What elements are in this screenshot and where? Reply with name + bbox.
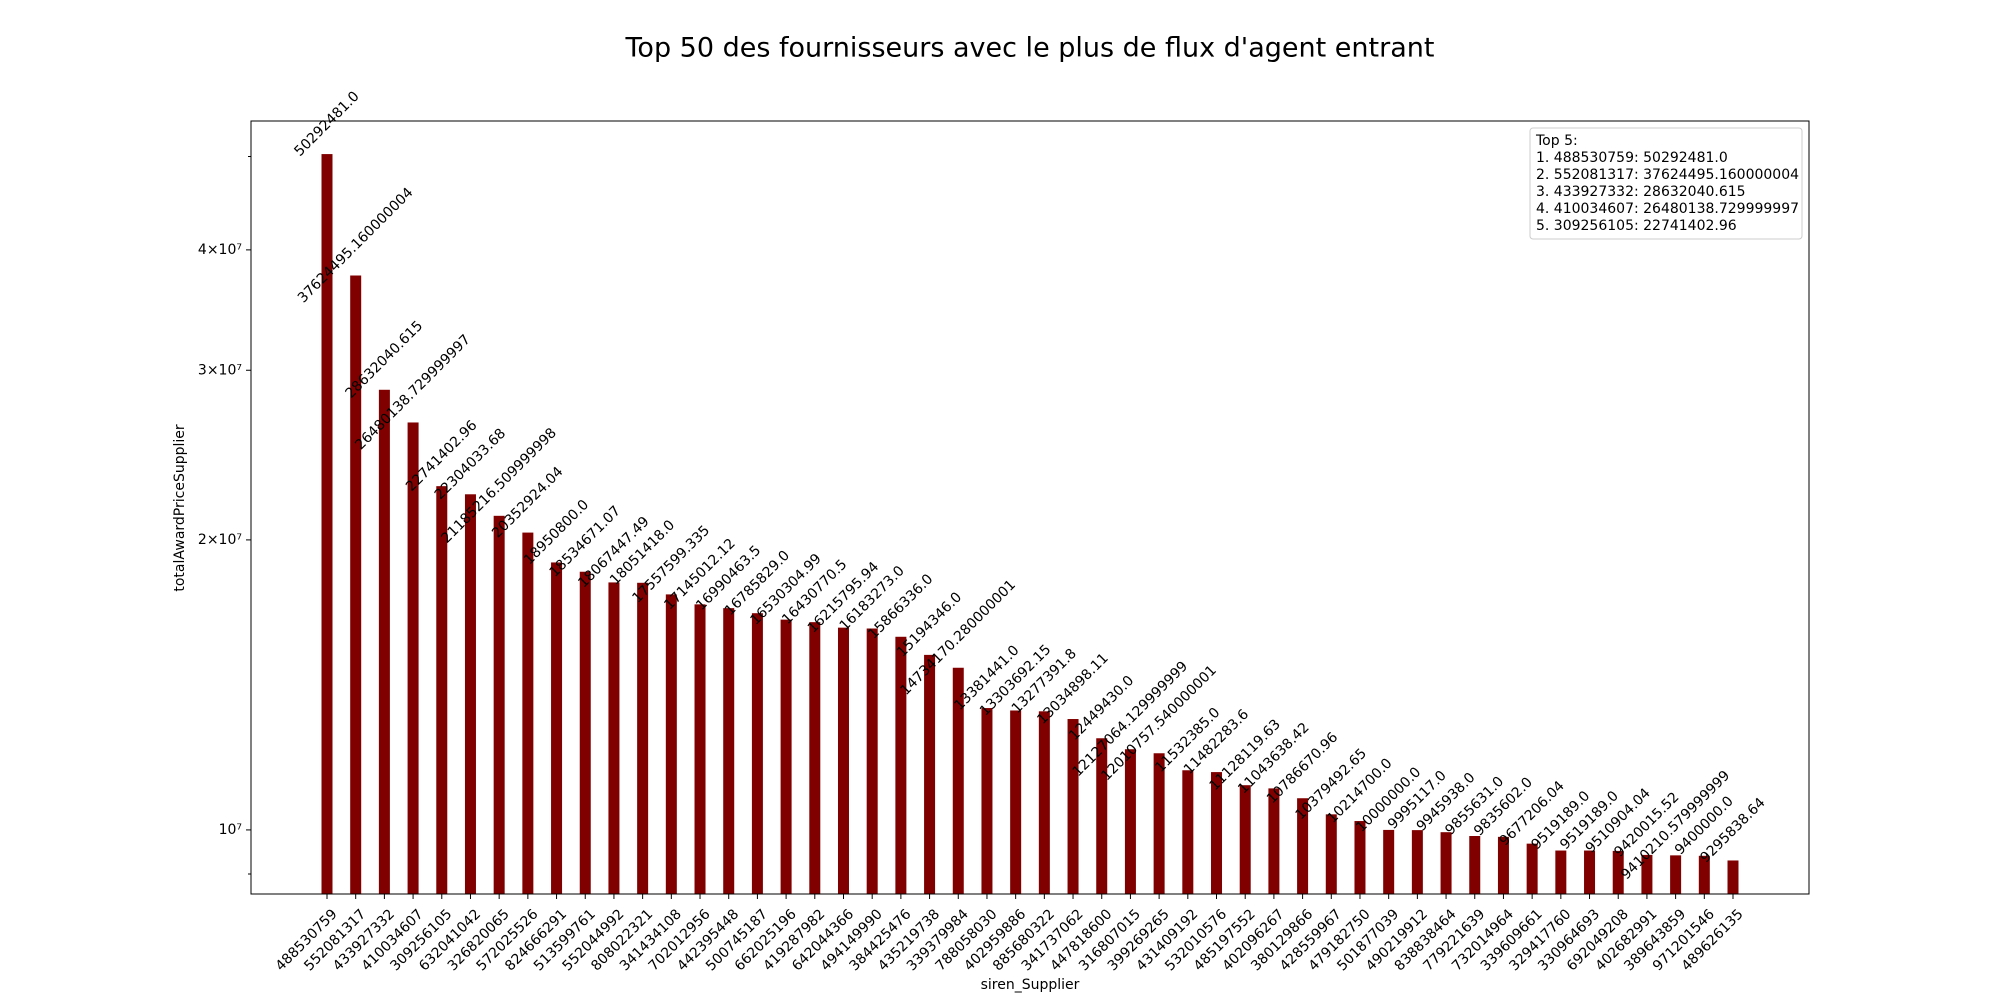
bar (1612, 850, 1624, 894)
bar (608, 582, 620, 894)
bar (579, 571, 591, 894)
bar (837, 627, 849, 894)
bar (694, 604, 706, 894)
bar (1268, 788, 1280, 894)
bar (1526, 843, 1538, 894)
bar (1010, 710, 1022, 894)
bar (1411, 830, 1423, 894)
bar (866, 628, 878, 894)
bar (1096, 738, 1108, 894)
bar (1182, 770, 1194, 894)
y-tick-label: 3×10⁷ (198, 362, 242, 378)
bar (1239, 785, 1251, 894)
bar (723, 608, 735, 894)
bar (522, 532, 534, 894)
bar (436, 486, 448, 894)
bar (493, 515, 505, 894)
y-tick-label: 10⁷ (219, 822, 242, 838)
bar (321, 154, 333, 895)
bar (350, 275, 362, 894)
bar (464, 494, 476, 894)
bar (1297, 798, 1309, 894)
y-tick-label: 4×10⁷ (198, 242, 242, 258)
bar (924, 654, 936, 894)
bar (1641, 854, 1653, 894)
bar (780, 619, 792, 894)
plot-frame (250, 120, 1810, 895)
value-label: 50292481.0 (291, 89, 362, 160)
bar (1325, 814, 1337, 894)
bar (809, 622, 821, 894)
bar (1584, 850, 1596, 894)
bar (751, 613, 763, 894)
bar (665, 594, 677, 894)
y-tick-label: 2×10⁷ (198, 532, 242, 548)
bar (981, 708, 993, 894)
chart-title: Top 50 des fournisseurs avec le plus de … (625, 33, 1435, 64)
legend-entry: 2. 552081317: 37624495.160000004 (1536, 167, 1799, 183)
bar (1067, 719, 1079, 894)
bar (1124, 749, 1136, 894)
bar (407, 422, 419, 894)
bar (1469, 836, 1481, 894)
bar (1440, 832, 1452, 894)
x-axis-label: siren_Supplier (981, 977, 1080, 993)
bar (1497, 836, 1509, 894)
bar (1354, 821, 1366, 894)
legend-title: Top 5: (1535, 133, 1578, 149)
bar (1038, 711, 1050, 894)
bar (1727, 860, 1739, 894)
bar (1153, 753, 1165, 894)
bar (1383, 829, 1395, 894)
bar (1670, 855, 1682, 894)
bar (1698, 855, 1710, 894)
legend-entry: 5. 309256105: 22741402.96 (1536, 218, 1737, 234)
bar (551, 562, 563, 894)
legend-entry: 3. 433927332: 28632040.615 (1536, 184, 1746, 200)
bar (895, 636, 907, 894)
legend-box (1529, 127, 1803, 240)
bar (637, 582, 649, 894)
bar (952, 667, 964, 894)
legend-entry: 1. 488530759: 50292481.0 (1536, 150, 1728, 166)
y-axis-label: totalAwardPriceSupplier (172, 424, 188, 592)
bar (1555, 850, 1567, 894)
legend-entry: 4. 410034607: 26480138.729999997 (1536, 201, 1799, 217)
bar (1211, 772, 1223, 894)
bar (378, 389, 390, 894)
